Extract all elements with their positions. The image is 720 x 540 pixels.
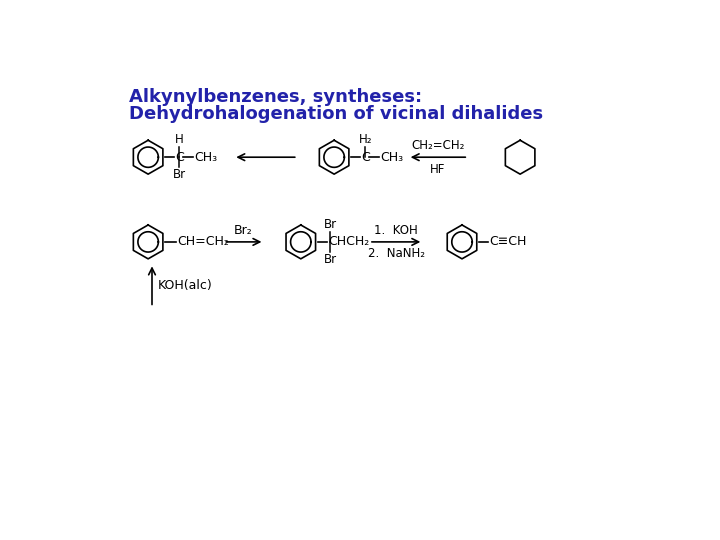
Text: C≡CH: C≡CH [489, 235, 526, 248]
Text: 1.  KOH: 1. KOH [374, 224, 418, 237]
Text: Br: Br [324, 218, 337, 231]
Text: H: H [175, 133, 184, 146]
Text: Br₂: Br₂ [234, 224, 253, 237]
Text: CHCH₂: CHCH₂ [328, 235, 369, 248]
Text: 2.  NaNH₂: 2. NaNH₂ [368, 247, 425, 260]
Text: CH₂=CH₂: CH₂=CH₂ [411, 139, 464, 152]
Text: Dehydrohalogenation of vicinal dihalides: Dehydrohalogenation of vicinal dihalides [129, 105, 543, 123]
Text: CH₃: CH₃ [380, 151, 403, 164]
Text: Alkynylbenzenes, syntheses:: Alkynylbenzenes, syntheses: [129, 88, 422, 106]
Text: Br: Br [324, 253, 337, 266]
Text: H₂: H₂ [359, 133, 372, 146]
Text: CH₃: CH₃ [194, 151, 217, 164]
Text: C: C [175, 151, 184, 164]
Text: Br: Br [173, 168, 186, 181]
Text: C: C [361, 151, 369, 164]
Text: HF: HF [431, 163, 446, 176]
Text: KOH(alc): KOH(alc) [158, 279, 213, 292]
Text: CH=CH₂: CH=CH₂ [177, 235, 229, 248]
